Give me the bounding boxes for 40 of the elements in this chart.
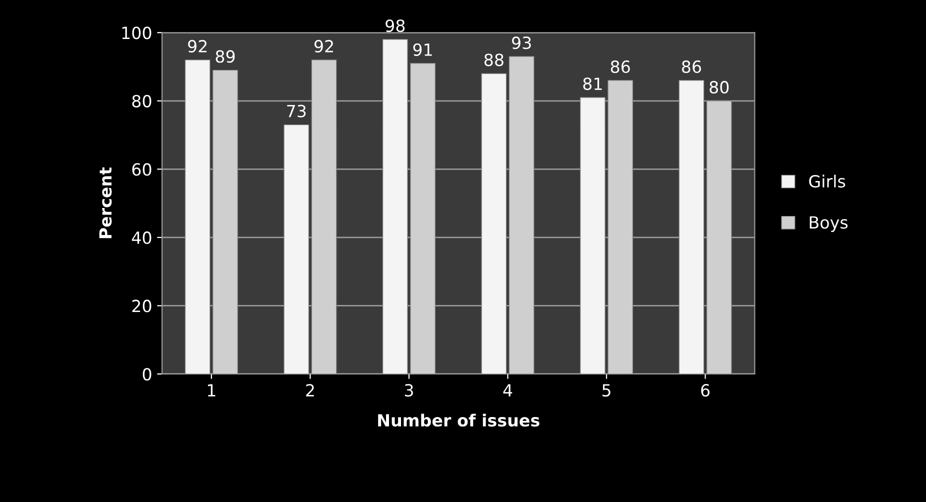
x-tick-label: 5 [602, 384, 610, 397]
y-tick-label: 60 [132, 163, 152, 176]
data-label: 80 [710, 80, 729, 94]
bar [382, 39, 408, 374]
data-label: 98 [386, 19, 405, 32]
data-label: 93 [512, 36, 531, 50]
bar [311, 60, 337, 374]
bar [481, 73, 507, 374]
data-label: 92 [188, 40, 207, 53]
data-label: 92 [314, 40, 333, 53]
x-tick-label: 2 [306, 384, 314, 396]
x-axis-title: Number of issues [378, 414, 540, 427]
data-label: 81 [583, 77, 602, 90]
bar [706, 100, 732, 374]
data-label: 89 [216, 50, 235, 63]
data-label: 86 [610, 60, 630, 74]
y-tick-label: 80 [132, 94, 152, 108]
y-tick-label: 0 [142, 368, 152, 381]
bar [184, 60, 210, 374]
bar [212, 70, 238, 374]
y-tick-label: 40 [132, 231, 152, 244]
bar [410, 63, 436, 374]
bar [508, 56, 534, 374]
data-label: 91 [413, 43, 432, 56]
bar [608, 80, 634, 374]
x-tick-label: 6 [701, 384, 710, 397]
data-label: 73 [287, 104, 306, 118]
data-label: 86 [682, 60, 702, 74]
legend-label: Girls [809, 174, 846, 188]
x-tick-label: 3 [404, 384, 413, 397]
bar [580, 97, 606, 374]
y-tick-label: 100 [122, 26, 152, 40]
x-tick-label: 4 [503, 384, 512, 396]
bar [678, 80, 704, 374]
data-label: 88 [484, 54, 504, 66]
legend-label: Boys [810, 216, 848, 232]
y-tick-label: 20 [132, 300, 152, 312]
x-tick-label: 1 [208, 384, 216, 396]
bar [284, 124, 310, 374]
y-axis-title: Percent [99, 167, 112, 238]
